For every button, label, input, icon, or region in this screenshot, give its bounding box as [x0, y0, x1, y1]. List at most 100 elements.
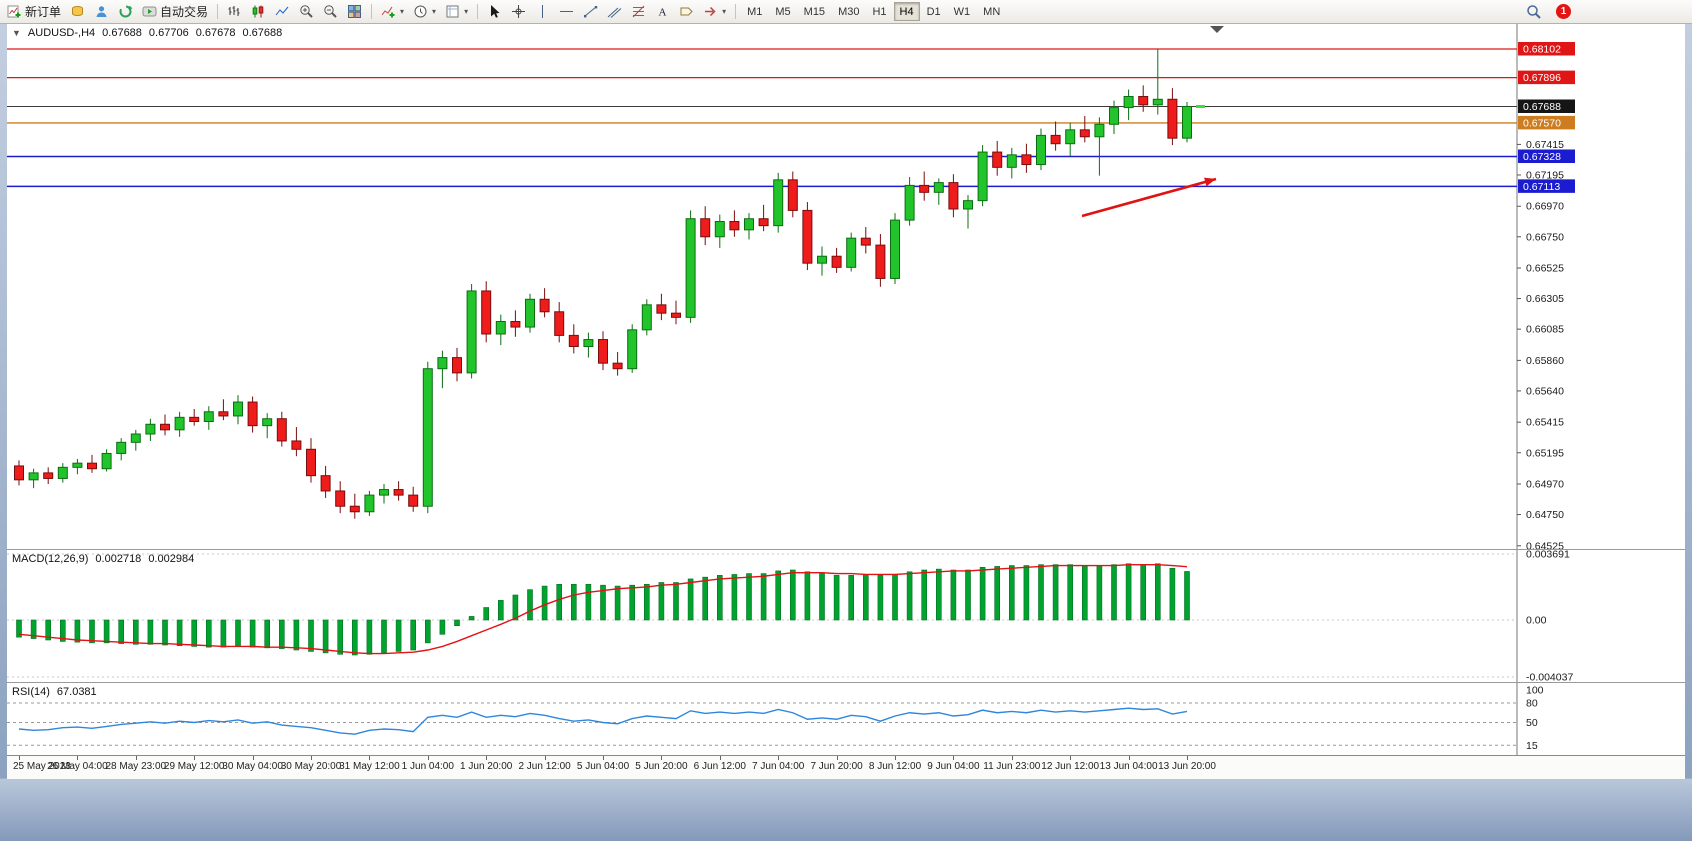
price-label-text: 0.67328: [1523, 151, 1561, 163]
timeframe-m5-button[interactable]: M5: [769, 2, 796, 21]
chevron-down-icon: ▾: [432, 7, 437, 16]
ohlc-bars-icon: [228, 6, 240, 16]
time-axis[interactable]: 25 May 2023 26 May 04:00 28 May 23:00 29 Ma…: [7, 755, 1685, 779]
panel-separator[interactable]: [7, 549, 1685, 550]
candles-layer[interactable]: [14, 49, 1192, 519]
rsi-panel[interactable]: 100 80 50 15 RSI(14) 67.0381: [7, 683, 1685, 755]
label-tag-icon: [680, 7, 693, 16]
vertical-line-icon: [542, 5, 544, 18]
shapes-menu-button[interactable]: ▾: [699, 2, 730, 21]
trendline-tool-button[interactable]: [579, 2, 602, 21]
macd-scale-label: 0.003691: [1526, 550, 1570, 561]
timeframe-h1-button[interactable]: H1: [866, 2, 892, 21]
time-label: 1 Jun 20:00: [460, 761, 513, 772]
price-label-box: [1518, 42, 1575, 56]
price-tick-label: 0.65415: [1526, 417, 1564, 429]
time-label: 26 May 04:00: [47, 761, 108, 772]
time-label: 6 Jun 12:00: [693, 761, 746, 772]
price-label-text: 0.67570: [1523, 117, 1561, 129]
annotation-arrow-head[interactable]: [1204, 177, 1216, 187]
candlestick-mode-button[interactable]: [247, 2, 270, 21]
timeframe-h4-button[interactable]: H4: [893, 2, 920, 21]
tile-windows-button[interactable]: [343, 2, 366, 21]
crosshair-tool-button[interactable]: [507, 2, 530, 21]
deposit-button[interactable]: [66, 2, 89, 21]
time-label: 13 Jun 04:00: [1099, 761, 1158, 772]
macd-panel[interactable]: 0.003691 0.00 -0.004037 MACD(12,26,9) 0.00…: [7, 550, 1685, 682]
cursor-tool-button[interactable]: [483, 2, 506, 21]
price-label-text: 0.67113: [1523, 181, 1560, 193]
zoom-in-button[interactable]: [295, 2, 318, 21]
line-chart-icon: [275, 6, 289, 16]
toolbar-separator: [477, 4, 479, 19]
close-value: 0.67688: [242, 27, 283, 39]
fibonacci-tool-button[interactable]: [627, 2, 650, 21]
rsi-header: RSI(14) 67.0381: [12, 686, 97, 698]
annotation-arrow[interactable]: [1081, 177, 1217, 218]
trendline-icon: [584, 6, 598, 18]
time-label: 5 Jun 20:00: [635, 761, 688, 772]
open-value: 0.67688: [102, 27, 142, 39]
price-tick-label: 0.66305: [1526, 293, 1564, 305]
price-tick-label: 0.66970: [1526, 201, 1564, 213]
auto-trading-button[interactable]: 自动交易: [138, 2, 212, 21]
rsi-scale-label: 50: [1526, 717, 1538, 729]
timeframe-mn-button[interactable]: MN: [977, 2, 1006, 21]
line-chart-mode-button[interactable]: [271, 2, 294, 21]
last-price-marker: [1196, 105, 1205, 108]
rsi-line: [18, 707, 1188, 735]
refresh-icon: [119, 5, 133, 18]
new-order-label: 新订单: [25, 5, 62, 19]
time-label: 2 Jun 12:00: [518, 761, 571, 772]
periods-menu-button[interactable]: ▾: [409, 2, 440, 21]
label-tool-button[interactable]: [675, 2, 698, 21]
macd-signal-value: 0.002984: [148, 553, 195, 565]
toolbar: 新订单 自动交易: [0, 0, 1692, 24]
timeframe-w1-button[interactable]: W1: [948, 2, 977, 21]
vertical-line-tool-button[interactable]: [531, 2, 554, 21]
new-order-button[interactable]: 新订单: [3, 2, 65, 21]
toolbar-separator: [371, 4, 373, 19]
macd-canvas[interactable]: 0.003691 0.00 -0.004037: [7, 550, 1685, 682]
bar-chart-mode-button[interactable]: [223, 2, 246, 21]
price-chart-canvas[interactable]: 0.67415 0.67195 0.66970 0.66750 0.66525 0.663…: [7, 24, 1685, 549]
svg-text:A: A: [659, 7, 667, 19]
account-button[interactable]: [90, 2, 113, 21]
candlestick-icon: [252, 5, 264, 18]
timeframe-m1-button[interactable]: M1: [741, 2, 768, 21]
notification-badge[interactable]: 1: [1556, 4, 1571, 19]
text-tool-button[interactable]: A: [651, 2, 674, 21]
chevron-down-icon: ▾: [722, 7, 727, 16]
chevron-down-icon: ▾: [400, 7, 405, 16]
timeframe-d1-button[interactable]: D1: [921, 2, 947, 21]
template-icon: [446, 5, 459, 18]
coins-icon: [72, 6, 84, 17]
zoom-out-button[interactable]: [319, 2, 342, 21]
high-value: 0.67706: [148, 27, 189, 39]
macd-signal-line: [18, 563, 1188, 655]
macd-scale-label: -0.004037: [1526, 672, 1573, 683]
one-click-trading-toggle[interactable]: ▼: [12, 28, 21, 38]
macd-scale-label: 0.00: [1526, 615, 1547, 627]
macd-histogram: [16, 563, 1190, 656]
crosshair-icon: [512, 5, 526, 18]
timeframe-m15-button[interactable]: M15: [798, 2, 831, 21]
chart-shift-marker[interactable]: [1210, 26, 1224, 33]
price-tick-label: 0.67195: [1526, 169, 1564, 181]
indicators-menu-button[interactable]: ▾: [377, 2, 408, 21]
horizontal-line-icon: [560, 11, 574, 12]
search-button[interactable]: [1522, 2, 1546, 21]
horizontal-line-tool-button[interactable]: [555, 2, 578, 21]
price-label-box: [1518, 115, 1575, 130]
timeframe-m30-button[interactable]: M30: [832, 2, 865, 21]
panel-separator[interactable]: [7, 682, 1685, 683]
window-frame: 0.67415 0.67195 0.66970 0.66750 0.66525 0.663…: [0, 24, 1692, 779]
refresh-button[interactable]: [114, 2, 137, 21]
channel-tool-button[interactable]: [603, 2, 626, 21]
rsi-value: 67.0381: [56, 686, 97, 698]
price-tick-label: 0.64750: [1526, 509, 1564, 521]
main-chart-panel[interactable]: 0.67415 0.67195 0.66970 0.66750 0.66525 0.663…: [7, 24, 1685, 549]
templates-menu-button[interactable]: ▾: [441, 2, 472, 21]
